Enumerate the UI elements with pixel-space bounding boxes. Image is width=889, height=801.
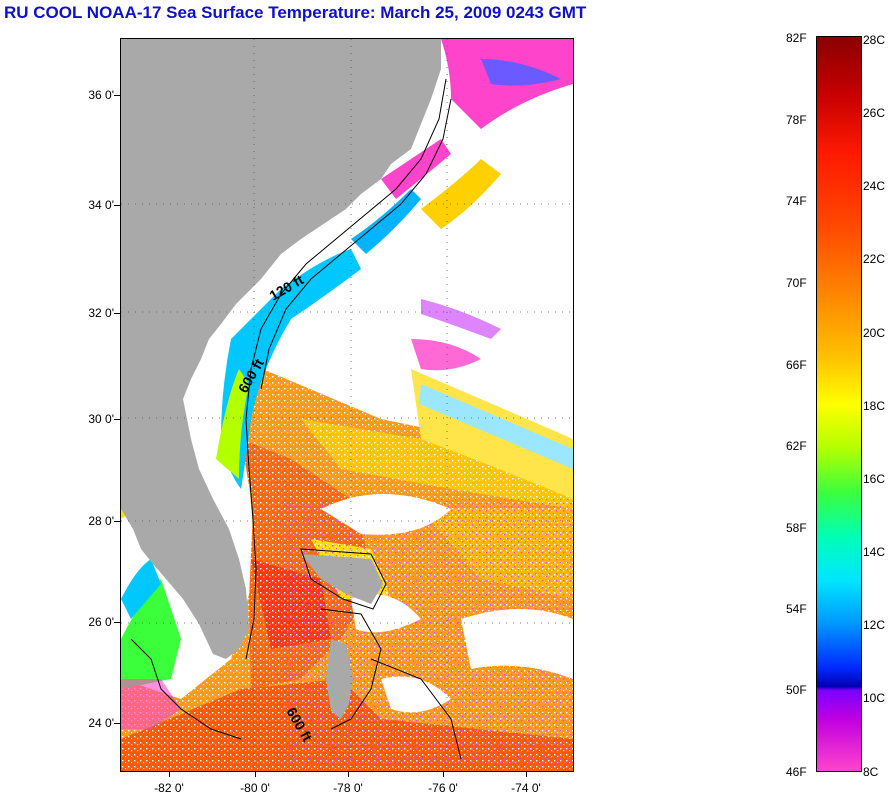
colorbar-label-c: 28C bbox=[863, 33, 886, 47]
axis-tick bbox=[114, 313, 120, 314]
lon-label: -80 0' bbox=[240, 781, 270, 795]
colorbar-label-f: 50F bbox=[786, 683, 807, 697]
colorbar-label-f: 62F bbox=[786, 439, 807, 453]
axis-tick bbox=[114, 95, 120, 96]
isobath-contours bbox=[130, 78, 462, 760]
axis-tick bbox=[114, 521, 120, 522]
axis-tick bbox=[348, 771, 349, 777]
lat-label: 24 0' bbox=[88, 716, 114, 730]
lat-label: 34 0' bbox=[88, 198, 114, 212]
colorbar-label-c: 14C bbox=[863, 545, 886, 559]
colorbar-label-f: 54F bbox=[786, 602, 807, 616]
axis-tick bbox=[114, 622, 120, 623]
lon-label: -82 0' bbox=[154, 781, 184, 795]
colorbar-label-c: 16C bbox=[863, 472, 886, 486]
axis-tick bbox=[114, 723, 120, 724]
sst-map: 120 ft 600 ft 600 ft bbox=[120, 38, 574, 772]
colorbar-label-c: 8C bbox=[863, 765, 879, 779]
lat-label: 36 0' bbox=[88, 88, 114, 102]
page-title: RU COOL NOAA-17 Sea Surface Temperature:… bbox=[4, 3, 587, 22]
axis-tick bbox=[114, 419, 120, 420]
lon-label: -78 0' bbox=[333, 781, 363, 795]
colorbar-label-c: 20C bbox=[863, 326, 886, 340]
colorbar-label-c: 18C bbox=[863, 399, 886, 413]
cloud-patches bbox=[321, 494, 573, 713]
colorbar-label-f: 82F bbox=[786, 31, 807, 45]
graticule bbox=[121, 39, 573, 771]
sst-map-svg: 120 ft 600 ft 600 ft bbox=[121, 39, 573, 771]
axis-tick bbox=[255, 771, 256, 777]
colorbar-label-c: 22C bbox=[863, 252, 886, 266]
cold-water bbox=[121, 39, 573, 729]
colorbar-label-c: 26C bbox=[863, 106, 886, 120]
axis-tick bbox=[526, 771, 527, 777]
lat-label: 28 0' bbox=[88, 514, 114, 528]
land bbox=[121, 39, 441, 719]
lat-label: 32 0' bbox=[88, 306, 114, 320]
colorbar-label-c: 10C bbox=[863, 691, 886, 705]
colorbar-label-f: 78F bbox=[786, 113, 807, 127]
colorbar-label-c: 24C bbox=[863, 179, 886, 193]
lat-label: 30 0' bbox=[88, 412, 114, 426]
colorbar-label-f: 58F bbox=[786, 521, 807, 535]
lon-label: -76 0' bbox=[428, 781, 458, 795]
lon-label: -74 0' bbox=[511, 781, 541, 795]
axis-tick bbox=[443, 771, 444, 777]
colorbar-label-f: 46F bbox=[786, 765, 807, 779]
axis-tick bbox=[169, 771, 170, 777]
axis-tick bbox=[114, 205, 120, 206]
colorbar-label-c: 12C bbox=[863, 618, 886, 632]
lat-label: 26 0' bbox=[88, 615, 114, 629]
temperature-colorbar bbox=[816, 36, 862, 772]
colorbar-label-f: 70F bbox=[786, 276, 807, 290]
colorbar-label-f: 74F bbox=[786, 194, 807, 208]
colorbar-label-f: 66F bbox=[786, 358, 807, 372]
